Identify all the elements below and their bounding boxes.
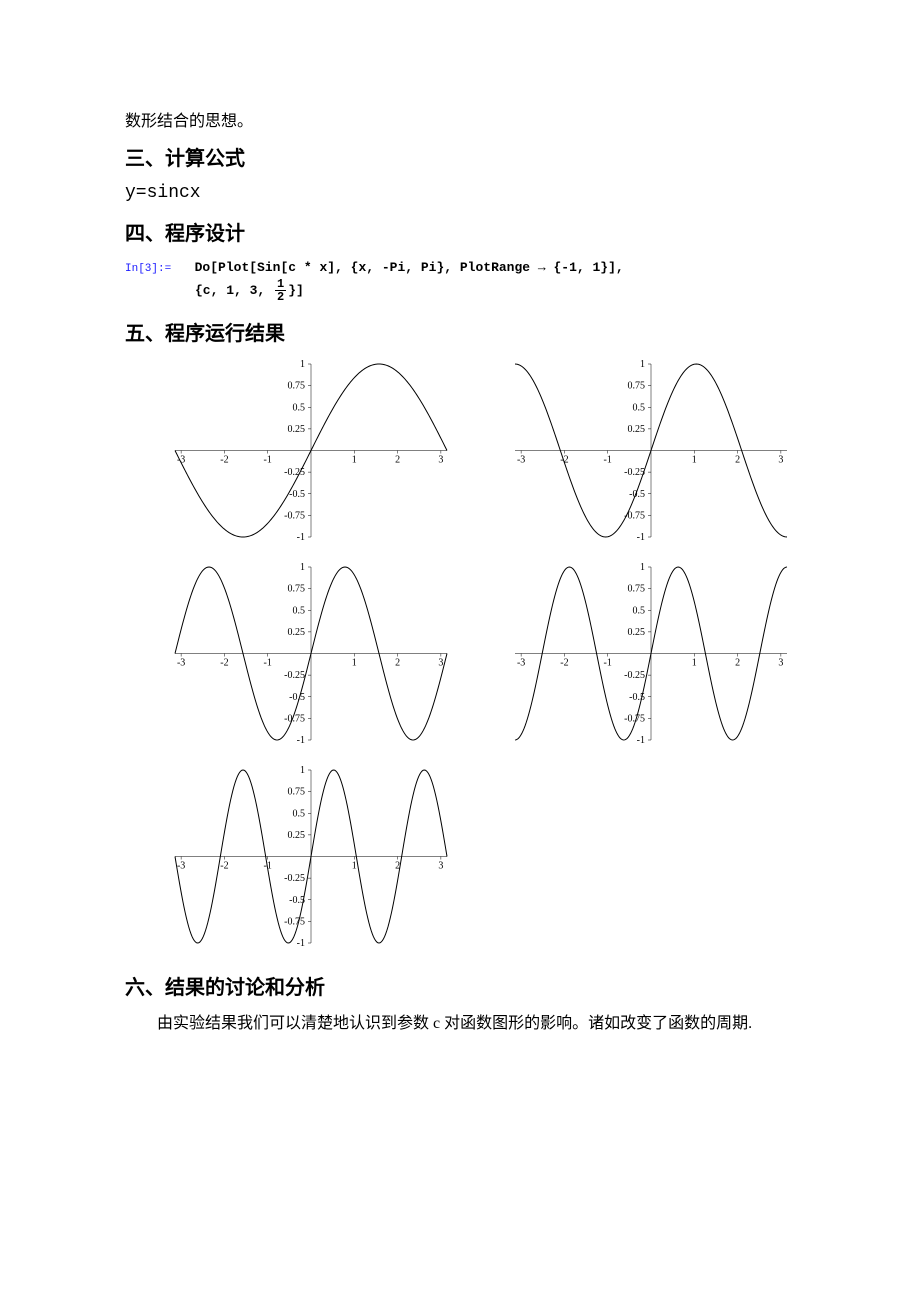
svg-text:0.25: 0.25 bbox=[288, 626, 306, 637]
code-block: In[3]:= Do[Plot[Sin[c * x], {x, -Pi, Pi}… bbox=[125, 258, 795, 303]
svg-text:1: 1 bbox=[352, 860, 357, 871]
svg-text:-2: -2 bbox=[220, 657, 228, 668]
svg-text:0.25: 0.25 bbox=[628, 626, 646, 637]
svg-text:3: 3 bbox=[778, 454, 783, 465]
svg-text:2: 2 bbox=[395, 454, 400, 465]
code-line-1: In[3]:= Do[Plot[Sin[c * x], {x, -Pi, Pi}… bbox=[125, 258, 795, 278]
svg-text:1: 1 bbox=[692, 454, 697, 465]
code-fraction: 12 bbox=[275, 278, 286, 303]
svg-text:0.75: 0.75 bbox=[288, 380, 306, 391]
svg-text:0.25: 0.25 bbox=[628, 423, 646, 434]
plot-c-2.5: -3-2-11230.250.50.751-0.25-0.5-0.75-1 bbox=[473, 561, 793, 756]
svg-text:1: 1 bbox=[352, 657, 357, 668]
svg-text:2: 2 bbox=[735, 454, 740, 465]
svg-text:-0.75: -0.75 bbox=[624, 510, 645, 521]
svg-text:0.5: 0.5 bbox=[633, 605, 646, 616]
svg-text:1: 1 bbox=[640, 562, 645, 573]
svg-text:2: 2 bbox=[735, 657, 740, 668]
svg-text:-0.75: -0.75 bbox=[284, 713, 305, 724]
heading-6: 六、结果的讨论和分析 bbox=[125, 971, 795, 1000]
plot-c-3: -3-2-11230.250.50.751-0.25-0.5-0.75-1 bbox=[133, 764, 453, 959]
svg-text:1: 1 bbox=[640, 359, 645, 370]
svg-text:-1: -1 bbox=[264, 657, 272, 668]
svg-text:0.75: 0.75 bbox=[288, 786, 306, 797]
svg-text:1: 1 bbox=[300, 765, 305, 776]
document-page: 数形结合的思想。 三、计算公式 y=sincx 四、程序设计 In[3]:= D… bbox=[0, 0, 920, 1102]
svg-text:-3: -3 bbox=[517, 657, 525, 668]
svg-text:-1: -1 bbox=[637, 532, 645, 543]
svg-text:1: 1 bbox=[352, 454, 357, 465]
svg-text:-0.5: -0.5 bbox=[289, 691, 305, 702]
intro-text: 数形结合的思想。 bbox=[125, 110, 795, 134]
svg-text:-0.25: -0.25 bbox=[284, 670, 305, 681]
heading-3: 三、计算公式 bbox=[125, 142, 795, 171]
svg-text:1: 1 bbox=[300, 359, 305, 370]
svg-text:-1: -1 bbox=[637, 735, 645, 746]
code-do: Do bbox=[195, 260, 211, 275]
svg-text:0.25: 0.25 bbox=[288, 423, 306, 434]
svg-text:1: 1 bbox=[300, 562, 305, 573]
svg-text:-1: -1 bbox=[297, 532, 305, 543]
svg-text:-1: -1 bbox=[297, 938, 305, 949]
code-body-2b: }] bbox=[288, 282, 304, 297]
svg-text:0.5: 0.5 bbox=[293, 402, 306, 413]
svg-text:-3: -3 bbox=[177, 860, 185, 871]
svg-text:-1: -1 bbox=[604, 657, 612, 668]
svg-text:0.25: 0.25 bbox=[288, 829, 306, 840]
svg-text:-0.75: -0.75 bbox=[284, 510, 305, 521]
svg-text:0.75: 0.75 bbox=[288, 583, 306, 594]
svg-text:-3: -3 bbox=[517, 454, 525, 465]
plot-c-1.5: -3-2-11230.250.50.751-0.25-0.5-0.75-1 bbox=[473, 358, 793, 553]
code-body-2a: {c, 1, 3, bbox=[195, 282, 273, 297]
svg-text:-2: -2 bbox=[220, 454, 228, 465]
plot-c-1: -3-2-11230.250.50.751-0.25-0.5-0.75-1 bbox=[133, 358, 453, 553]
svg-text:-2: -2 bbox=[560, 657, 568, 668]
svg-text:-1: -1 bbox=[297, 735, 305, 746]
svg-text:2: 2 bbox=[395, 657, 400, 668]
svg-text:3: 3 bbox=[438, 454, 443, 465]
svg-text:-3: -3 bbox=[177, 657, 185, 668]
svg-text:1: 1 bbox=[692, 657, 697, 668]
svg-text:0.5: 0.5 bbox=[293, 605, 306, 616]
plot-grid: -3-2-11230.250.50.751-0.25-0.5-0.75-1-3-… bbox=[133, 358, 795, 959]
svg-text:3: 3 bbox=[438, 657, 443, 668]
heading-5: 五、程序运行结果 bbox=[125, 317, 795, 346]
conclusion-text: 由实验结果我们可以清楚地认识到参数 c 对函数图形的影响。诸如改变了函数的周期. bbox=[125, 1012, 795, 1036]
plot-c-2: -3 -2 -1 1 2 3 0.25 0.5 0.75 1 -0.25 -0.5 -0.75 -1 bbox=[133, 561, 453, 756]
svg-text:-0.25: -0.25 bbox=[624, 670, 645, 681]
formula-text: y=sincx bbox=[125, 183, 795, 203]
code-body-1: [Plot[Sin[c * x], {x, -Pi, Pi}, PlotRang… bbox=[210, 260, 623, 275]
svg-text:-2: -2 bbox=[220, 860, 228, 871]
svg-text:3: 3 bbox=[778, 657, 783, 668]
svg-text:-1: -1 bbox=[264, 454, 272, 465]
svg-text:-1: -1 bbox=[604, 454, 612, 465]
input-label: In[3]:= bbox=[125, 263, 171, 275]
svg-text:0.75: 0.75 bbox=[628, 583, 646, 594]
svg-text:-0.75: -0.75 bbox=[284, 916, 305, 927]
svg-text:-0.25: -0.25 bbox=[284, 873, 305, 884]
svg-text:3: 3 bbox=[438, 860, 443, 871]
svg-text:0.75: 0.75 bbox=[628, 380, 646, 391]
svg-text:0.5: 0.5 bbox=[293, 808, 306, 819]
code-line-2: {c, 1, 3, 12}] bbox=[125, 278, 795, 303]
heading-4: 四、程序设计 bbox=[125, 217, 795, 246]
svg-text:-0.5: -0.5 bbox=[289, 488, 305, 499]
svg-text:0.5: 0.5 bbox=[633, 402, 646, 413]
